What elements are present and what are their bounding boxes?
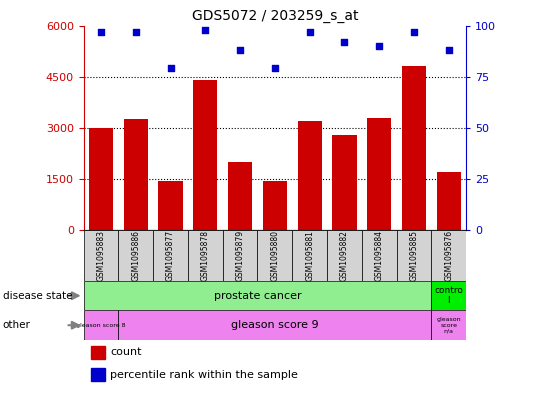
Bar (228, 162, 252, 230)
Bar (193, 80, 217, 230)
Point (236, 47, 244, 53)
Bar (84, 230, 119, 281)
Bar (262, 180, 287, 230)
Point (96, 29, 105, 35)
Bar (188, 230, 223, 281)
Bar (402, 66, 426, 230)
Text: GSM1095881: GSM1095881 (305, 230, 314, 281)
Bar (91, 345, 105, 359)
Bar (431, 281, 466, 310)
Bar (292, 230, 327, 281)
Text: contro
l: contro l (434, 286, 464, 305)
Point (340, 39, 349, 45)
Text: gleason score 9: gleason score 9 (231, 320, 319, 330)
Text: disease state: disease state (3, 291, 72, 301)
Point (166, 65, 175, 72)
Bar (153, 230, 188, 281)
Bar (119, 230, 153, 281)
Bar (91, 368, 105, 382)
Text: GSM1095877: GSM1095877 (166, 230, 175, 281)
Bar (89, 128, 113, 230)
Bar (431, 310, 466, 340)
Point (410, 29, 418, 35)
Text: gleason
score
n/a: gleason score n/a (437, 317, 461, 334)
Text: other: other (3, 320, 31, 330)
Bar (367, 118, 391, 230)
Text: count: count (110, 347, 142, 357)
Text: GSM1095886: GSM1095886 (131, 230, 140, 281)
Point (306, 29, 314, 35)
Bar (84, 310, 119, 340)
Point (445, 47, 453, 53)
Text: GSM1095882: GSM1095882 (340, 230, 349, 281)
Text: GSM1095883: GSM1095883 (96, 230, 106, 281)
Bar (258, 230, 292, 281)
Text: GSM1095878: GSM1095878 (201, 230, 210, 281)
Title: GDS5072 / 203259_s_at: GDS5072 / 203259_s_at (192, 9, 358, 23)
Bar (397, 230, 431, 281)
Text: percentile rank within the sample: percentile rank within the sample (110, 370, 298, 380)
Bar (298, 121, 322, 230)
Bar (223, 230, 258, 281)
Text: GSM1095876: GSM1095876 (444, 230, 453, 281)
Bar (362, 230, 397, 281)
Point (375, 43, 384, 49)
Bar (123, 119, 148, 230)
Bar (158, 180, 183, 230)
Text: prostate cancer: prostate cancer (213, 291, 301, 301)
Bar (327, 230, 362, 281)
Point (271, 65, 279, 72)
Bar (119, 310, 431, 340)
Point (132, 29, 140, 35)
Text: GSM1095880: GSM1095880 (271, 230, 279, 281)
Text: GSM1095884: GSM1095884 (375, 230, 384, 281)
Bar (332, 134, 357, 230)
Text: gleason score 8: gleason score 8 (76, 323, 126, 328)
Bar (431, 230, 466, 281)
Text: GSM1095879: GSM1095879 (236, 230, 245, 281)
Point (201, 26, 210, 33)
Text: GSM1095885: GSM1095885 (410, 230, 419, 281)
Bar (437, 172, 461, 230)
